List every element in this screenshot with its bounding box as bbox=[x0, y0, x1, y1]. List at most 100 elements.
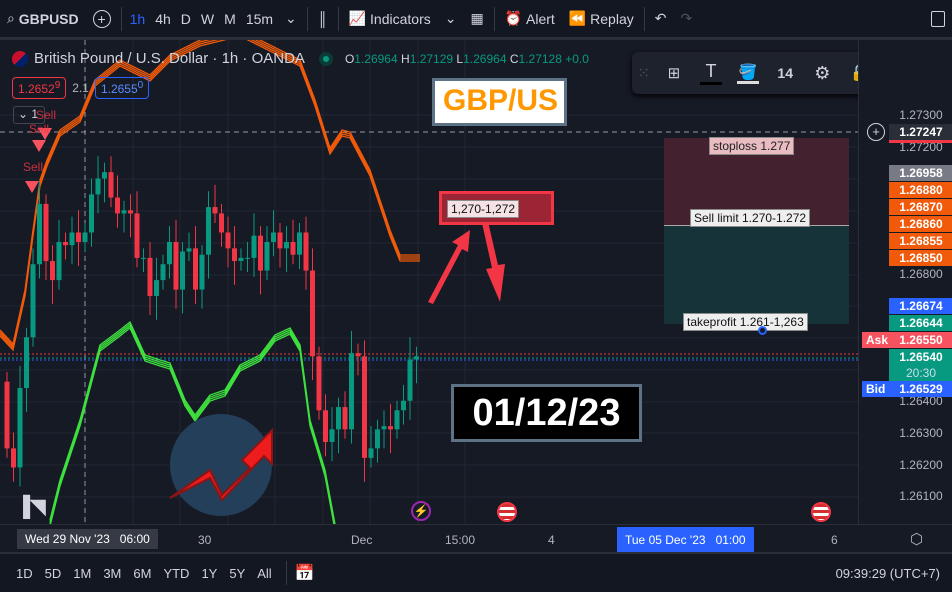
us-flag-event-icon[interactable] bbox=[497, 502, 517, 522]
gear-icon[interactable]: ⚙ bbox=[814, 62, 831, 83]
candle-body bbox=[323, 410, 328, 443]
time-axis[interactable]: Wed 29 Nov '23 06:00 30 Dec 15:00 4 Tue … bbox=[0, 524, 952, 552]
range-1y[interactable]: 1Y bbox=[201, 565, 218, 581]
plus-circle-icon: + bbox=[92, 9, 111, 28]
sell-button[interactable]: 1.26529 bbox=[12, 77, 67, 99]
candle-body bbox=[180, 251, 185, 290]
rewind-icon: ⏪ bbox=[568, 10, 591, 26]
flag-icon bbox=[12, 50, 28, 67]
collapse-indicators-button[interactable]: ⌄ 1 bbox=[13, 106, 45, 124]
tradingview-logo: ▐◥ bbox=[16, 496, 46, 518]
candle-body bbox=[232, 248, 237, 262]
candle-body bbox=[121, 210, 127, 214]
undo-icon[interactable]: ↶ bbox=[654, 10, 667, 26]
interval-1h[interactable]: 1h bbox=[129, 10, 146, 27]
price-label: 1.26855 bbox=[889, 233, 952, 249]
candle-body bbox=[245, 257, 250, 259]
symbol-search[interactable]: ⌕ GBPUSD bbox=[7, 10, 79, 27]
alarm-icon: ⏰ bbox=[504, 10, 527, 26]
lightning-event-icon[interactable]: ⚡ bbox=[411, 501, 431, 521]
clock[interactable]: 09:39:29 (UTC+7) bbox=[835, 565, 940, 581]
range-3m[interactable]: 3M bbox=[103, 565, 122, 581]
add-alert-button[interactable]: + bbox=[867, 123, 885, 141]
sell-signal-triangle bbox=[32, 140, 46, 152]
candle-body bbox=[284, 242, 289, 249]
drag-grip-icon[interactable]: ⁙ bbox=[637, 65, 650, 82]
takeprofit-label: takeprofit 1.261-1,263 bbox=[683, 313, 808, 331]
interval-15m[interactable]: 15m bbox=[245, 10, 274, 27]
goto-date-icon[interactable]: 📅 bbox=[294, 565, 315, 582]
down-arrow-shape bbox=[478, 204, 505, 302]
replay-button[interactable]: ⏪ Replay bbox=[568, 10, 634, 27]
selected-time-label: Tue 05 Dec '23 01:00 bbox=[617, 527, 754, 552]
indicators-icon: 📈 bbox=[348, 10, 371, 26]
bottom-toolbar: 1D 5D 1M 3M 6M YTD 1Y 5Y All 📅 09:39:29 (UTC+7) bbox=[0, 552, 952, 592]
candle-body bbox=[17, 388, 23, 468]
candle-body bbox=[258, 235, 263, 271]
us-flag-event-icon[interactable] bbox=[811, 502, 831, 522]
candle-body bbox=[76, 232, 81, 242]
fullscreen-icon[interactable] bbox=[924, 0, 952, 39]
range-6m[interactable]: 6M bbox=[133, 565, 152, 581]
drag-handle[interactable] bbox=[758, 326, 767, 335]
green-band-line bbox=[49, 326, 335, 524]
candle-body bbox=[30, 264, 36, 338]
alert-button[interactable]: ⏰ Alert bbox=[504, 10, 555, 27]
price-label: 1.26958 bbox=[889, 165, 952, 181]
chart-pane[interactable]: British Pound / U.S. Dollar · 1h · OANDA… bbox=[0, 40, 858, 524]
sell-limit-label: Sell limit 1.270-1.272 bbox=[690, 209, 811, 227]
price-tick: 1.26100 bbox=[899, 489, 943, 503]
range-all[interactable]: All bbox=[257, 565, 272, 581]
green-band-line bbox=[49, 320, 336, 524]
green-band-line bbox=[49, 322, 336, 524]
layouts-icon[interactable]: ▦ bbox=[470, 10, 484, 26]
candle-body bbox=[167, 242, 172, 265]
fill-color-icon[interactable]: 🪣 bbox=[730, 63, 767, 84]
orange-band-line bbox=[0, 40, 420, 352]
candle-body bbox=[407, 359, 413, 401]
search-icon: ⌕ bbox=[7, 10, 19, 26]
font-size-button[interactable]: 14 bbox=[777, 65, 793, 81]
price-label: 1.26880 bbox=[889, 182, 952, 198]
price-axis[interactable]: 1.27300 1.27200 1.26800 1.26400 1.26300 … bbox=[858, 40, 952, 524]
axis-settings-icon[interactable]: ⬡ bbox=[910, 531, 924, 548]
bid-ask-panel: 1.26529 2.1 1.26550 bbox=[12, 77, 150, 99]
range-1m[interactable]: 1M bbox=[73, 565, 92, 581]
range-5y[interactable]: 5Y bbox=[229, 565, 246, 581]
interval-4h[interactable]: 4h bbox=[155, 10, 171, 27]
compare-button[interactable]: + bbox=[86, 0, 118, 39]
add-template-icon[interactable]: ⊞ bbox=[667, 65, 681, 82]
chevron-down-icon[interactable]: ⌄ bbox=[285, 10, 297, 26]
price-label: 1.26860 bbox=[889, 216, 952, 232]
sell-signal-label: Sell bbox=[29, 122, 50, 136]
text-color-icon[interactable]: T bbox=[693, 61, 730, 85]
ask-tag: Ask bbox=[862, 332, 893, 348]
green-band-line bbox=[49, 324, 335, 524]
interval-d[interactable]: D bbox=[180, 10, 191, 27]
candle-body bbox=[219, 213, 224, 233]
candle-body bbox=[225, 232, 231, 249]
interval-w[interactable]: W bbox=[200, 10, 215, 27]
range-1d[interactable]: 1D bbox=[16, 565, 33, 581]
candle-body bbox=[355, 353, 361, 357]
range-5d[interactable]: 5D bbox=[44, 565, 62, 581]
chevron-down-icon[interactable]: ⌄ bbox=[444, 10, 457, 26]
redo-icon[interactable]: ↷ bbox=[680, 10, 693, 26]
price-label: 1.26674 bbox=[889, 298, 952, 314]
zone-box: 1,270-1,272 bbox=[439, 191, 554, 225]
candle-body bbox=[271, 232, 276, 242]
buy-button[interactable]: 1.26550 bbox=[94, 77, 150, 99]
candle-body bbox=[37, 203, 42, 265]
bid-tag: Bid bbox=[862, 381, 890, 397]
range-ytd[interactable]: YTD bbox=[163, 565, 190, 581]
candle-body bbox=[394, 410, 400, 430]
indicators-button[interactable]: 📈 Indicators bbox=[348, 10, 431, 27]
candle-body bbox=[251, 235, 257, 258]
candle-body bbox=[264, 242, 270, 271]
candle-body bbox=[297, 232, 302, 255]
interval-m[interactable]: M bbox=[224, 10, 236, 27]
bid-price-label: 1.26529 bbox=[889, 381, 952, 397]
candle-body bbox=[11, 448, 16, 468]
candle-body bbox=[375, 429, 380, 449]
candles-icon[interactable]: ║ bbox=[317, 10, 328, 27]
